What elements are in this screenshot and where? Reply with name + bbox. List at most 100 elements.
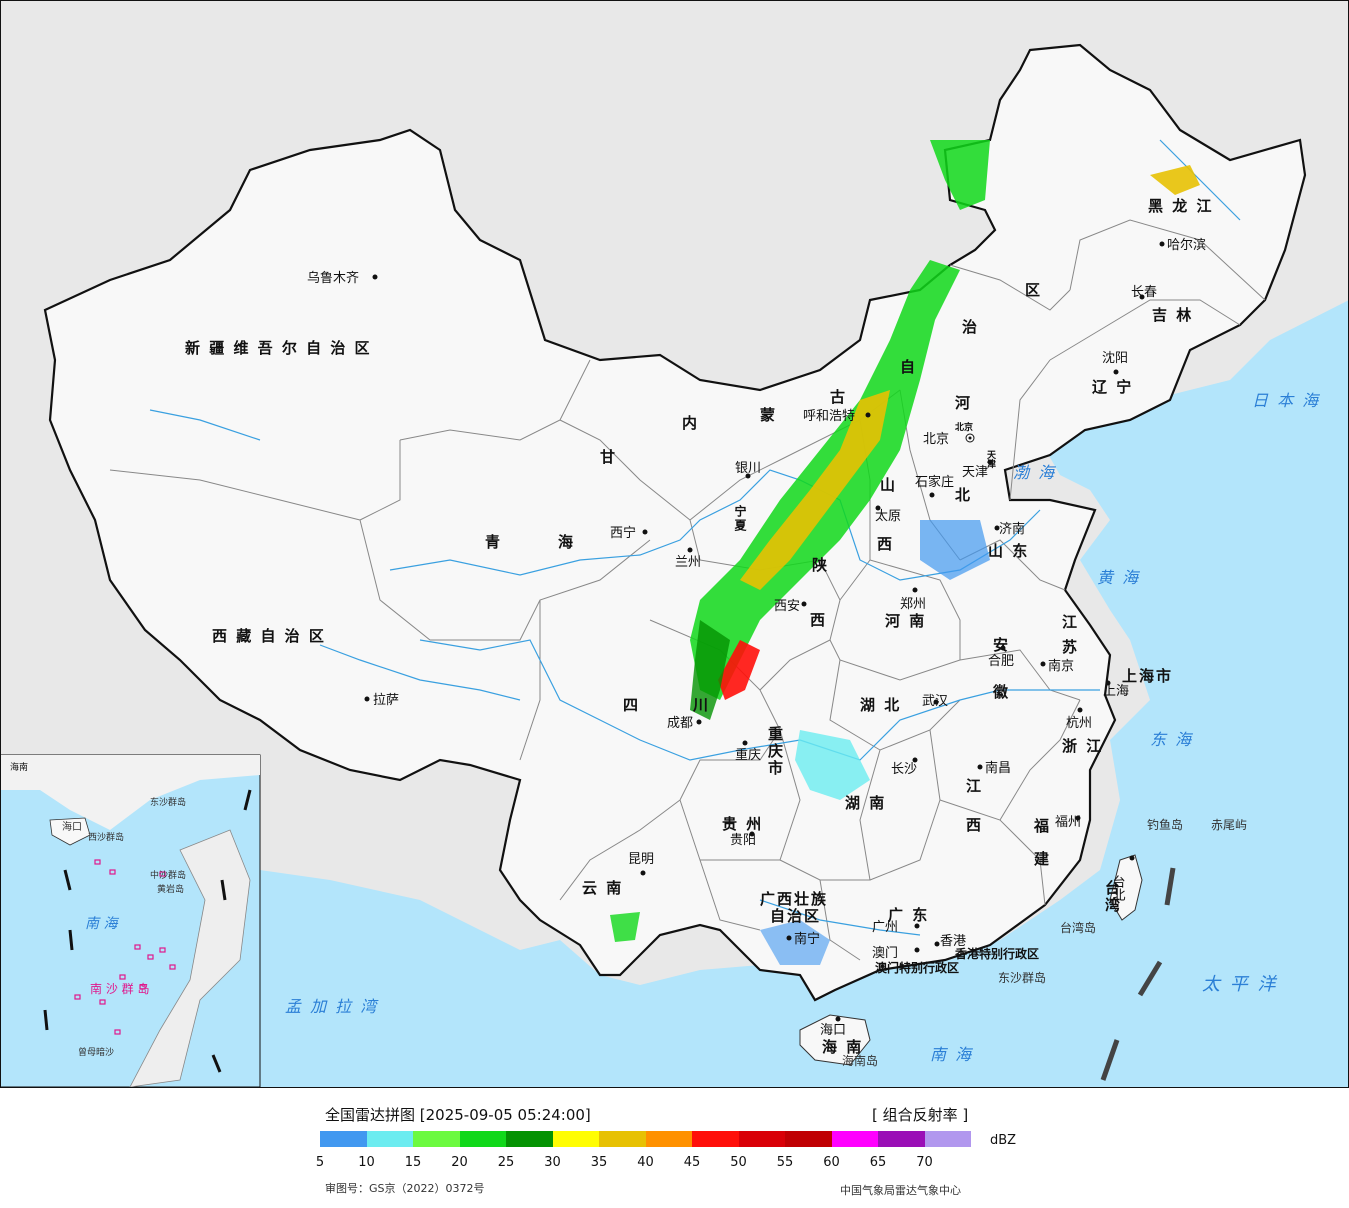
svg-text:沈阳: 沈阳 (1102, 351, 1128, 366)
province-boundaries (109, 219, 1266, 961)
city-hohhot: 呼和浩特 (803, 409, 871, 424)
hainan-island (799, 1014, 871, 1066)
label-guizhou: 贵 州 (722, 815, 763, 833)
svg-text:郑州: 郑州 (900, 597, 926, 612)
color-swatch (878, 1131, 925, 1147)
svg-text:成都: 成都 (667, 716, 693, 731)
color-scale-bar (320, 1131, 971, 1147)
label-macau-region: 澳门特别行政区 (875, 960, 959, 975)
city-nanchang: 南昌 (977, 760, 1011, 776)
svg-text:哈尔滨: 哈尔滨 (1167, 237, 1206, 253)
city-hangzhou: 杭州 (1066, 707, 1092, 731)
label-tianjin-region: 天津 (985, 450, 996, 469)
color-swatch (459, 1131, 506, 1147)
label-beijing-region: 北京 (955, 421, 973, 433)
svg-text:上海: 上海 (1103, 684, 1129, 699)
label-hongkong-region: 香港特别行政区 (954, 946, 1039, 961)
svg-text:兰州: 兰州 (675, 555, 701, 570)
label-guangxi-2: 自治区 (770, 907, 821, 925)
inset-xisha: 西沙群岛 (88, 831, 124, 843)
label-inner-mongolia-6: 区 (1025, 281, 1042, 299)
label-anhui-1: 安 (993, 636, 1010, 654)
label-chiwei: 赤尾屿 (1211, 818, 1247, 832)
scale-tick-label: 55 (776, 1155, 794, 1170)
city-zhengzhou: 郑州 (900, 587, 926, 612)
svg-text:乌鲁木齐: 乌鲁木齐 (307, 270, 359, 286)
color-swatch (320, 1131, 367, 1147)
svg-text:武汉: 武汉 (922, 694, 948, 709)
label-chongqing: 重庆市 (766, 725, 784, 777)
label-bengal: 孟 加 拉 湾 (285, 997, 379, 1016)
scale-tick-label: 40 (637, 1155, 654, 1170)
city-taipei: 台北 (1110, 855, 1135, 902)
city-xian: 西安 (774, 599, 807, 614)
label-inner-mongolia-4: 自 (900, 358, 917, 376)
label-bohai: 渤 海 (1013, 463, 1056, 482)
svg-text:太原: 太原 (875, 509, 901, 524)
label-jiangxi-1: 江 (966, 777, 983, 795)
svg-text:澳门: 澳门 (872, 945, 898, 961)
color-swatch (599, 1131, 646, 1147)
label-jiangxi-2: 西 (966, 816, 983, 834)
svg-text:合肥: 合肥 (988, 654, 1014, 669)
echo-core-red (718, 640, 760, 700)
radar-map: 新 疆 维 吾 尔 自 治 区 西 藏 自 治 区 青 海 甘 内 蒙 古 自 … (0, 0, 1349, 1088)
label-guangdong: 广 东 (888, 906, 929, 924)
city-chengdu: 成都 (667, 716, 702, 731)
svg-text:福州: 福州 (1055, 815, 1081, 830)
echo-heilongjiang (1150, 165, 1200, 195)
city-xining: 西宁 (610, 525, 648, 541)
city-fuzhou: 福州 (1055, 815, 1081, 830)
svg-text:台北: 台北 (1110, 875, 1126, 902)
svg-text:广州: 广州 (872, 920, 898, 935)
svg-text:济南: 济南 (999, 521, 1025, 537)
legend-panel (0, 1088, 1349, 1208)
label-hubei: 湖 北 (860, 696, 901, 714)
color-swatch (785, 1131, 832, 1147)
maritime-boundary (1100, 867, 1176, 1081)
inset-zhongsha: 中沙群岛 (150, 869, 186, 881)
label-hebei-2: 北 (955, 486, 972, 504)
label-south-sea: 南 海 (930, 1045, 973, 1064)
label-taiwan-island: 台湾岛 (1060, 920, 1096, 935)
city-taiyuan: 太原 (875, 505, 901, 524)
sea-area (260, 300, 1349, 1088)
echo-yunnan (610, 912, 640, 942)
scale-tick-label: 60 (823, 1155, 840, 1170)
city-beijing: 北京 (923, 432, 975, 447)
china-territory (43, 43, 1307, 1002)
city-jinan: 济南 (994, 521, 1025, 537)
label-heilongjiang: 黑 龙 江 (1148, 197, 1213, 215)
label-anhui-2: 徽 (992, 683, 1010, 701)
city-yinchuan: 银川 (735, 461, 761, 479)
scale-tick-label: 65 (869, 1155, 887, 1170)
label-dongsha: 东沙群岛 (998, 970, 1046, 985)
label-gansu: 甘 (600, 448, 617, 466)
svg-text:香港: 香港 (940, 934, 966, 949)
label-east-sea: 东 海 (1150, 730, 1193, 749)
inset-zengmu: 曾母暗沙 (78, 1046, 114, 1058)
color-swatch (413, 1131, 460, 1147)
echo-hubei (795, 730, 870, 800)
label-yellow-sea: 黄 海 (1097, 568, 1140, 587)
city-guiyang: 贵阳 (730, 831, 756, 848)
rivers (149, 139, 1241, 936)
svg-text:北京: 北京 (923, 432, 949, 447)
label-inner-mongolia-5: 治 (962, 318, 979, 336)
label-fujian-2: 建 (1034, 850, 1051, 868)
radar-echoes (610, 140, 1200, 965)
city-kunming: 昆明 (628, 852, 654, 876)
label-shaanxi-2: 西 (810, 611, 827, 629)
echo-guangxi (760, 920, 830, 965)
label-liaoning: 辽 宁 (1092, 378, 1133, 396)
label-sichuan-1: 四 (623, 696, 640, 714)
scale-tick-label: 15 (404, 1155, 422, 1170)
label-jilin: 吉 林 (1152, 306, 1193, 324)
label-inner-mongolia-1: 内 (682, 414, 699, 432)
city-changchun: 长春 (1131, 285, 1157, 300)
region-labels: 新 疆 维 吾 尔 自 治 区 西 藏 自 治 区 青 海 甘 内 蒙 古 自 … (185, 197, 1213, 1056)
city-hongkong: 香港 (934, 934, 966, 949)
svg-text:西安: 西安 (774, 599, 800, 614)
label-xinjiang: 新 疆 维 吾 尔 自 治 区 (185, 339, 372, 357)
product-label: [ 组合反射率 ] (872, 1106, 969, 1124)
